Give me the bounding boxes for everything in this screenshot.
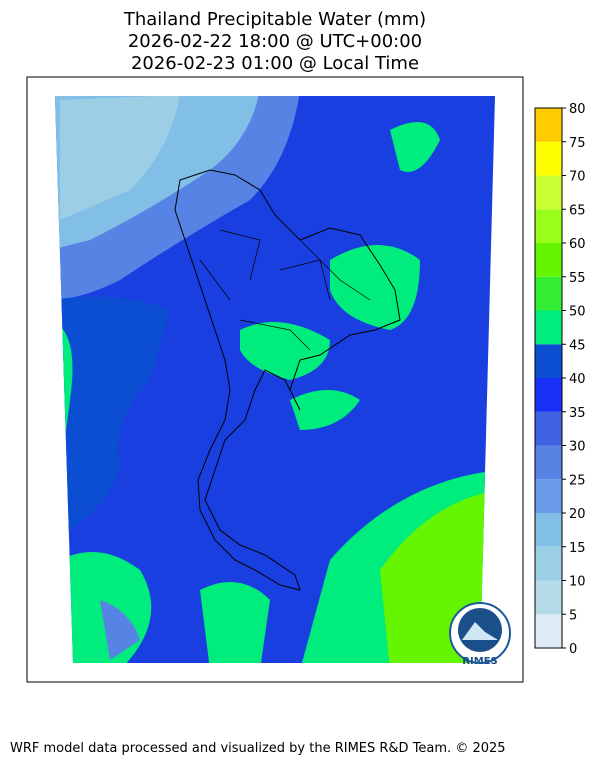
title-line: 2026-02-23 01:00 @ Local Time xyxy=(131,53,419,74)
colorbar-segment xyxy=(535,513,562,547)
colorbar-segment xyxy=(535,445,562,480)
colorbar-tick-label: 55 xyxy=(569,271,586,286)
colorbar-segment xyxy=(535,108,562,142)
colorbar-tick-label: 60 xyxy=(569,237,586,252)
colorbar-segment xyxy=(535,175,562,210)
colorbar-tick-label: 5 xyxy=(569,608,577,623)
colorbar-tick-label: 0 xyxy=(569,642,577,657)
country-border xyxy=(174,169,401,591)
colorbar-segment xyxy=(535,411,562,446)
colorbar-segment xyxy=(535,310,562,345)
colorbar-tick-label: 75 xyxy=(569,136,586,151)
colorbar-segment xyxy=(535,141,562,176)
colorbar-segment xyxy=(535,614,562,648)
colorbar-segment xyxy=(535,378,562,412)
colorbar-tick-label: 80 xyxy=(569,102,586,117)
colorbar-tick-label: 50 xyxy=(569,305,586,320)
colorbar-segment xyxy=(535,243,562,277)
colorbar-tick-label: 15 xyxy=(569,541,586,556)
colorbar-tick-label: 40 xyxy=(569,372,586,387)
logo-text: RIMES xyxy=(462,656,497,667)
colorbar: 0 5 10 15 20 25 30 35 40 45 50 55 60 65 70 75 80 xyxy=(535,102,586,657)
colorbar-segment xyxy=(535,580,562,615)
colorbar-tick-label: 65 xyxy=(569,203,586,218)
colorbar-segment xyxy=(535,479,562,513)
province-borders xyxy=(199,229,371,351)
colorbar-tick-label: 10 xyxy=(569,575,586,590)
colorbar-tick-label: 30 xyxy=(569,440,586,455)
colorbar-segment xyxy=(535,546,562,581)
colorbar-tick-label: 70 xyxy=(569,170,586,185)
colorbar-segment xyxy=(535,209,562,243)
title-line: Thailand Precipitable Water (mm) xyxy=(123,9,426,30)
map-field xyxy=(55,96,495,663)
colorbar-tick-label: 45 xyxy=(569,338,586,353)
colorbar-tick-label: 20 xyxy=(569,507,586,522)
footer: WRF model data processed and visualized … xyxy=(10,741,506,756)
colorbar-tick-label: 25 xyxy=(569,473,586,488)
title-line: 2026-02-22 18:00 @ UTC+00:00 xyxy=(128,31,422,52)
colorbar-frame xyxy=(534,107,563,649)
colorbar-tick-label: 35 xyxy=(569,406,586,421)
colorbar-segment xyxy=(535,344,562,378)
colorbar-segment xyxy=(535,276,562,311)
logo-mountain xyxy=(462,622,498,640)
